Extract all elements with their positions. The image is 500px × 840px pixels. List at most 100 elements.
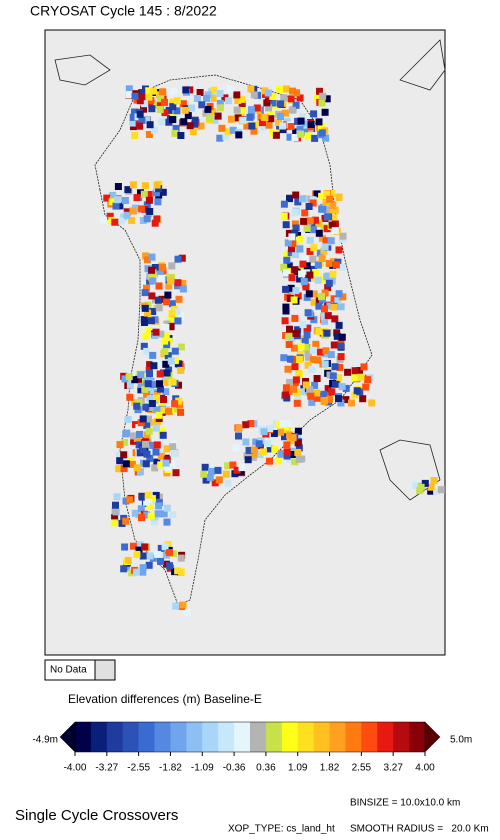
tick-label: -0.36 bbox=[223, 763, 246, 774]
data-cell bbox=[161, 98, 168, 106]
data-cell bbox=[145, 415, 152, 423]
data-cell bbox=[137, 381, 145, 388]
data-cell bbox=[288, 106, 296, 114]
data-cell bbox=[144, 491, 152, 499]
data-cell bbox=[283, 85, 291, 93]
data-cell bbox=[139, 568, 147, 576]
data-cell bbox=[216, 90, 224, 97]
data-cell bbox=[321, 317, 328, 325]
data-cell bbox=[364, 376, 372, 384]
data-cell bbox=[112, 202, 120, 210]
data-cell bbox=[320, 312, 328, 320]
data-cell bbox=[299, 260, 307, 268]
data-cell bbox=[243, 122, 251, 130]
data-cell bbox=[110, 519, 118, 527]
data-cell bbox=[295, 444, 303, 452]
data-cell bbox=[176, 401, 184, 409]
data-cell bbox=[148, 253, 156, 261]
data-cell bbox=[312, 269, 320, 276]
data-cell bbox=[157, 452, 165, 460]
data-cell bbox=[138, 205, 146, 213]
data-cell bbox=[141, 304, 149, 312]
data-cell bbox=[323, 329, 331, 337]
data-cell bbox=[292, 101, 300, 109]
data-cell bbox=[338, 383, 346, 391]
data-cell bbox=[314, 276, 322, 284]
data-cell bbox=[166, 562, 174, 570]
data-cell bbox=[339, 232, 347, 240]
data-cell bbox=[124, 416, 132, 423]
data-cell bbox=[121, 438, 129, 446]
data-cell bbox=[321, 243, 329, 251]
data-cell bbox=[324, 385, 332, 393]
data-cell bbox=[247, 85, 255, 93]
title: CRYOSAT Cycle 145 : 8/2022 bbox=[30, 3, 217, 19]
data-cell bbox=[164, 463, 171, 471]
data-cell bbox=[329, 270, 337, 278]
data-cell bbox=[158, 403, 166, 410]
data-cell bbox=[169, 116, 176, 124]
data-cell bbox=[136, 541, 144, 549]
data-cell bbox=[239, 116, 247, 124]
data-cell bbox=[288, 274, 296, 282]
data-cell bbox=[291, 314, 299, 322]
data-cell bbox=[253, 104, 261, 112]
data-cell bbox=[303, 293, 311, 301]
data-cell bbox=[167, 315, 174, 323]
data-cell bbox=[329, 201, 337, 209]
data-cell bbox=[157, 330, 165, 338]
data-cell bbox=[290, 344, 298, 352]
data-cell bbox=[302, 343, 310, 351]
data-cell bbox=[284, 333, 292, 341]
data-cell bbox=[296, 245, 304, 253]
data-cell bbox=[280, 212, 288, 220]
tick-label: -4.00 bbox=[64, 763, 87, 774]
data-cell bbox=[286, 133, 294, 141]
data-cell bbox=[164, 291, 172, 299]
data-cell bbox=[120, 565, 128, 573]
data-cell bbox=[305, 203, 313, 210]
data-cell bbox=[294, 448, 302, 456]
data-cell bbox=[245, 446, 253, 454]
data-cell bbox=[310, 244, 318, 252]
colorbar-ticks: -4.00 -3.27 -2.55 -1.82 -1.09 -0.36 0.36 1.09 1.… bbox=[64, 752, 435, 774]
data-cell bbox=[294, 395, 302, 403]
data-cell bbox=[303, 224, 311, 232]
data-cell bbox=[303, 331, 311, 339]
colorbar-swatch bbox=[377, 722, 394, 752]
data-cell bbox=[157, 557, 164, 565]
data-cell bbox=[136, 110, 144, 118]
data-cell bbox=[301, 120, 309, 128]
data-cell bbox=[335, 321, 343, 329]
data-cell bbox=[339, 293, 347, 301]
data-cell bbox=[350, 374, 358, 382]
data-cell bbox=[320, 247, 328, 255]
data-cell bbox=[310, 316, 318, 324]
tick-label: -1.09 bbox=[191, 763, 214, 774]
data-cell bbox=[163, 445, 171, 453]
data-cell bbox=[267, 115, 275, 123]
data-cell bbox=[312, 340, 320, 348]
data-cell bbox=[132, 568, 140, 576]
data-cell bbox=[164, 352, 172, 360]
data-cell bbox=[161, 348, 169, 355]
data-cell bbox=[150, 87, 158, 95]
data-cell bbox=[179, 285, 187, 293]
data-cell bbox=[326, 395, 333, 403]
data-cell bbox=[168, 262, 176, 270]
data-cell bbox=[129, 542, 137, 550]
data-cell bbox=[143, 215, 151, 223]
data-cell bbox=[206, 473, 214, 481]
data-cell bbox=[154, 296, 162, 304]
colorbar-swatch bbox=[361, 722, 378, 752]
data-cell bbox=[319, 92, 327, 100]
data-cell bbox=[145, 427, 153, 435]
data-cell bbox=[320, 397, 328, 405]
data-cell bbox=[335, 395, 342, 402]
data-cell bbox=[292, 191, 300, 199]
data-cell bbox=[210, 86, 218, 94]
data-cell bbox=[154, 550, 162, 558]
data-cell bbox=[153, 215, 161, 223]
data-cell bbox=[265, 121, 273, 129]
data-cell bbox=[304, 132, 312, 140]
